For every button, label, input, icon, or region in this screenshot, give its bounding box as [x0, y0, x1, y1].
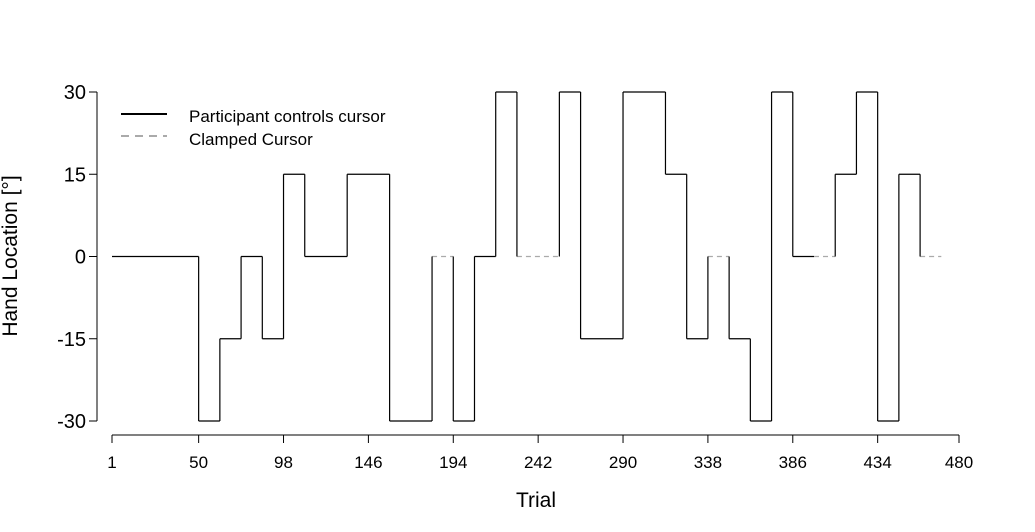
x-tick-label: 386 [779, 453, 807, 472]
x-tick-label: 290 [609, 453, 637, 472]
x-tick-label: 146 [354, 453, 382, 472]
x-tick-label: 480 [945, 453, 973, 472]
legend: Participant controls cursor Clamped Curs… [121, 107, 386, 149]
x-axis: 1 50 98 146 194 242 290 338 386 434 480 [107, 434, 973, 472]
x-tick-label: 242 [524, 453, 552, 472]
y-tick-label: 15 [64, 164, 86, 186]
y-tick-label: 30 [64, 82, 86, 104]
x-axis-title: Trial [516, 489, 556, 512]
y-axis-title: Hand Location [°] [0, 175, 22, 336]
x-tick-label: 194 [439, 453, 467, 472]
legend-label-clamped: Clamped Cursor [189, 130, 313, 149]
x-tick-label: 1 [107, 453, 116, 472]
y-axis: -30 -15 0 15 30 [57, 82, 98, 433]
y-tick-label: 0 [75, 247, 86, 269]
x-tick-label: 98 [274, 453, 293, 472]
x-tick-label: 434 [863, 453, 891, 472]
legend-label-participant: Participant controls cursor [189, 107, 386, 126]
y-tick-label: -15 [57, 329, 86, 351]
x-tick-label: 338 [694, 453, 722, 472]
plot-area [112, 91, 942, 422]
x-tick-label: 50 [189, 453, 208, 472]
y-tick-label: -30 [57, 411, 86, 433]
